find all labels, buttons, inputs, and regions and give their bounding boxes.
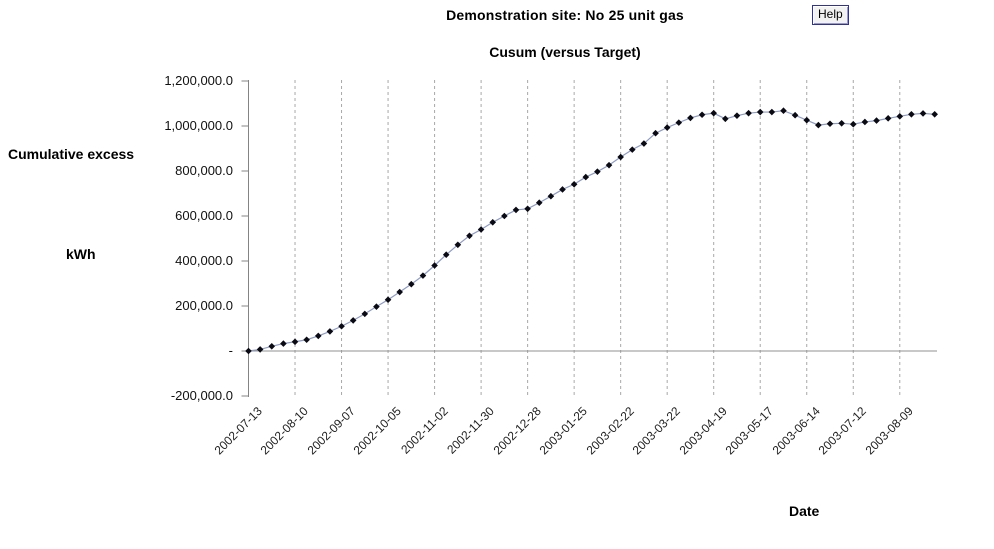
y-tick-label: -200,000.0	[170, 388, 233, 403]
y-tick-label: 1,200,000.0	[164, 73, 233, 88]
data-point	[896, 113, 904, 120]
data-point	[687, 114, 694, 122]
data-point	[431, 262, 438, 269]
data-point	[663, 124, 671, 131]
data-point	[791, 111, 799, 119]
data-point	[710, 109, 717, 117]
data-point	[454, 241, 462, 249]
data-point	[256, 346, 264, 353]
data-point	[756, 108, 764, 116]
data-point	[442, 251, 450, 258]
data-point	[919, 110, 927, 117]
data-point	[861, 118, 869, 126]
data-point	[582, 173, 590, 181]
data-point	[617, 153, 624, 161]
data-point	[512, 206, 520, 214]
data-point	[628, 146, 636, 153]
data-point	[314, 332, 322, 340]
data-point	[745, 109, 752, 117]
data-point	[361, 310, 369, 318]
data-point	[873, 117, 880, 124]
data-point	[559, 186, 566, 193]
data-point	[419, 272, 427, 279]
help-button[interactable]: Help	[812, 5, 849, 25]
data-point	[838, 120, 845, 127]
page-title: Demonstration site: No 25 unit gas	[446, 7, 684, 23]
data-point	[268, 342, 276, 350]
data-point	[326, 328, 334, 335]
data-point	[780, 107, 787, 114]
data-point	[524, 205, 531, 213]
data-point	[466, 232, 473, 240]
data-point	[908, 111, 915, 118]
data-point	[931, 111, 938, 118]
data-point	[338, 322, 345, 330]
data-point	[245, 347, 252, 355]
y-tick-label: 800,000.0	[175, 163, 233, 178]
y-tick-label: -	[228, 343, 233, 358]
data-point	[605, 161, 613, 169]
data-point	[477, 226, 485, 233]
data-point	[849, 120, 857, 128]
data-point	[349, 317, 357, 324]
cusum-line	[248, 110, 935, 352]
data-point	[675, 119, 683, 126]
data-point	[652, 129, 659, 137]
data-point	[501, 212, 508, 220]
data-point	[594, 168, 601, 175]
data-point	[280, 340, 287, 347]
chart-subtitle: Cusum (versus Target)	[489, 44, 641, 60]
data-point	[547, 192, 555, 200]
data-point	[803, 116, 811, 124]
y-tick-label: 600,000.0	[175, 208, 233, 223]
y-tick-label: 200,000.0	[175, 298, 233, 313]
data-point	[884, 115, 892, 122]
data-point	[815, 121, 822, 129]
data-point	[733, 112, 741, 119]
data-point	[408, 280, 415, 288]
data-point	[768, 108, 776, 116]
data-point	[535, 199, 543, 207]
data-point	[303, 336, 310, 344]
data-point	[640, 140, 648, 147]
y-axis-title-line1: Cumulative excess	[8, 146, 135, 162]
data-point	[384, 296, 392, 303]
data-point	[396, 288, 403, 296]
y-tick-label: 1,000,000.0	[164, 118, 233, 133]
data-point	[570, 180, 578, 188]
data-point	[291, 338, 299, 346]
y-axis-title-line2: kWh	[66, 246, 96, 262]
y-tick-label: 400,000.0	[175, 253, 233, 268]
data-point	[722, 115, 729, 123]
data-point	[826, 120, 834, 128]
data-point	[373, 303, 380, 310]
x-axis-title: Date	[789, 503, 820, 519]
data-point	[698, 111, 706, 119]
data-point	[489, 219, 497, 226]
